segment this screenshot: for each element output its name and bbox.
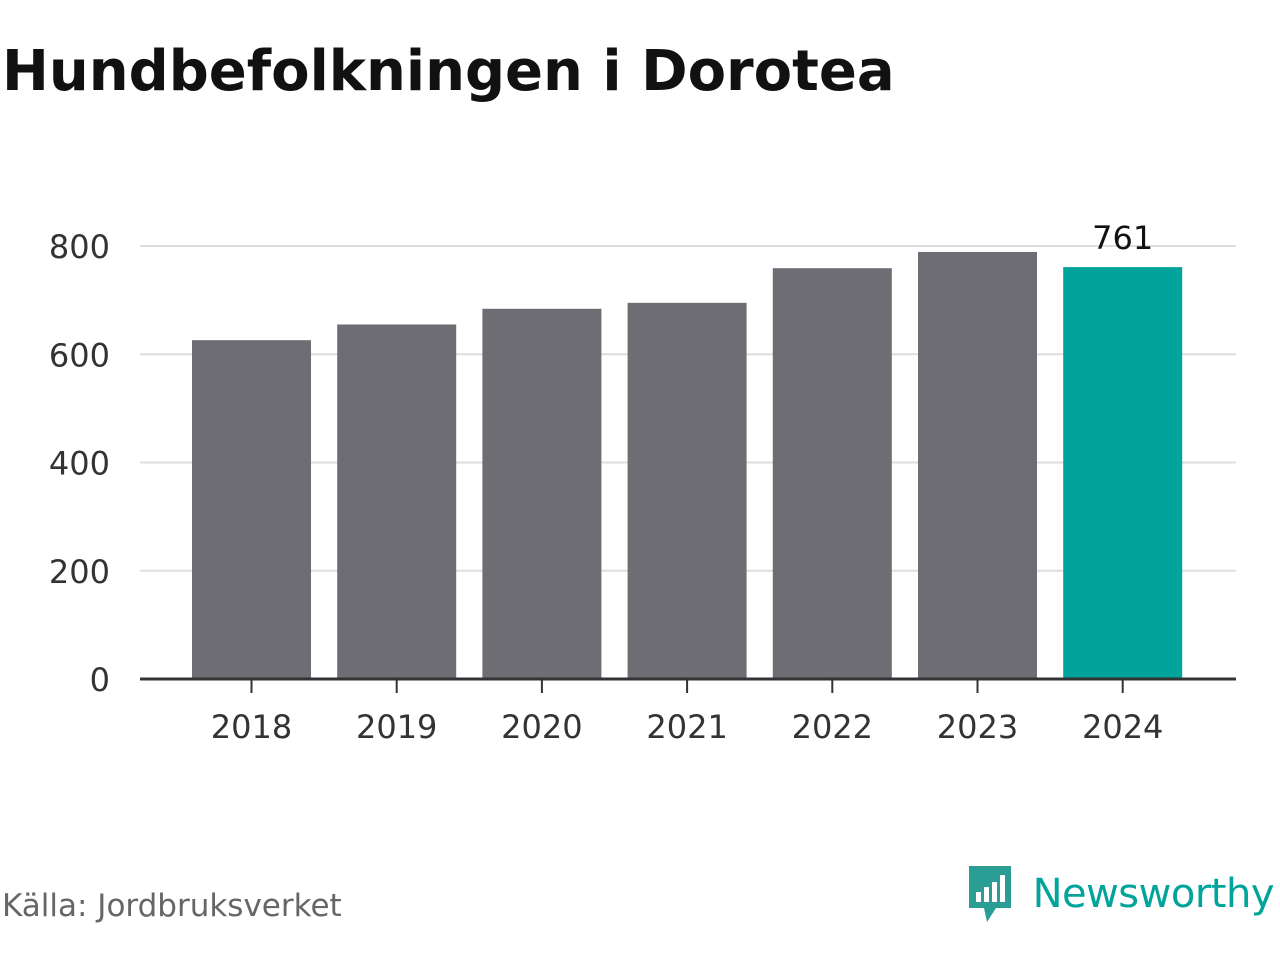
brand-logo[interactable]: Newsworthy [965,862,1275,926]
bars [192,251,1183,680]
x-tick-label: 2023 [937,708,1018,746]
x-tick-label: 2019 [356,708,437,746]
y-tick-label: 800 [49,228,110,266]
data-label: 761 [1092,219,1153,257]
y-tick-label: 0 [90,661,110,699]
x-tick-label: 2021 [646,708,727,746]
bar-2018[interactable] [192,340,311,679]
bar-2022[interactable] [772,268,892,679]
data-labels: 761 [1092,219,1153,257]
bar-2024[interactable] [1063,267,1183,679]
brand-name: Newsworthy [1032,871,1275,917]
x-tick-label: 2024 [1082,708,1163,746]
y-tick-label: 400 [49,445,110,483]
x-tick-label: 2022 [792,708,873,746]
bar-2019[interactable] [337,324,457,679]
bar-2021[interactable] [627,302,747,679]
bar-2020[interactable] [482,308,602,679]
newsworthy-logo-icon [968,866,1011,922]
x-tick-label: 2018 [211,708,292,746]
x-tick-label: 2020 [501,708,582,746]
y-tick-label: 600 [49,336,110,374]
source-note: Källa: Jordbruksverket [2,888,342,924]
axes: 0 200 400 600 800 2018 2019 2020 2021 2022 2023 202… [49,228,1236,746]
bar-2023[interactable] [918,251,1037,680]
chart-title: Hundbefolkningen i Dorotea [2,39,895,104]
y-tick-label: 200 [49,553,110,591]
